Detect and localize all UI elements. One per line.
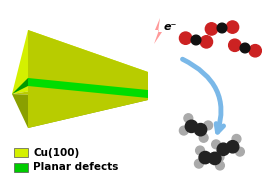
- Circle shape: [229, 39, 241, 51]
- Circle shape: [212, 140, 221, 149]
- Circle shape: [236, 147, 244, 156]
- Polygon shape: [28, 30, 148, 128]
- Circle shape: [199, 133, 208, 142]
- Circle shape: [194, 123, 207, 136]
- Polygon shape: [12, 78, 28, 94]
- Circle shape: [249, 45, 261, 57]
- Circle shape: [200, 36, 212, 48]
- Circle shape: [209, 152, 221, 165]
- Circle shape: [194, 159, 203, 168]
- Text: Cu(100): Cu(100): [33, 147, 79, 157]
- Polygon shape: [12, 72, 148, 100]
- Circle shape: [204, 121, 212, 130]
- Circle shape: [227, 141, 239, 153]
- Circle shape: [184, 114, 193, 123]
- Circle shape: [185, 120, 198, 132]
- Circle shape: [226, 21, 239, 33]
- Circle shape: [179, 126, 188, 135]
- Circle shape: [191, 35, 201, 45]
- Polygon shape: [12, 30, 148, 94]
- Text: Planar defects: Planar defects: [33, 163, 118, 173]
- Circle shape: [216, 161, 224, 170]
- FancyBboxPatch shape: [14, 163, 28, 172]
- Polygon shape: [12, 94, 148, 128]
- Circle shape: [217, 143, 230, 155]
- Circle shape: [196, 146, 204, 155]
- Circle shape: [217, 23, 227, 33]
- Circle shape: [215, 153, 224, 162]
- Circle shape: [232, 135, 241, 143]
- Circle shape: [179, 32, 192, 44]
- FancyArrowPatch shape: [183, 59, 223, 132]
- Circle shape: [217, 148, 226, 157]
- Polygon shape: [154, 18, 162, 44]
- Text: e⁻: e⁻: [164, 22, 177, 32]
- Circle shape: [205, 23, 218, 35]
- FancyBboxPatch shape: [14, 148, 28, 157]
- Circle shape: [240, 43, 250, 53]
- Polygon shape: [28, 78, 148, 98]
- Circle shape: [199, 151, 211, 164]
